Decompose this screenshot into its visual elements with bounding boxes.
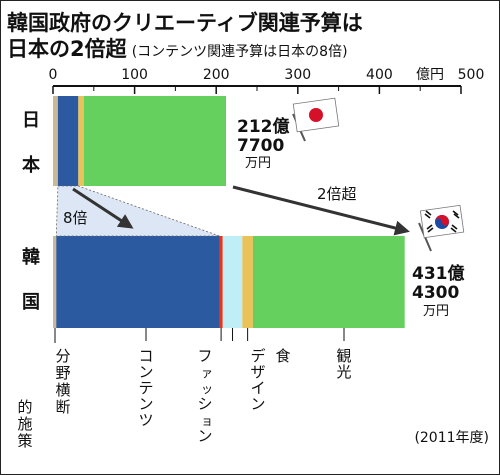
- category-label-char: テ: [138, 379, 153, 397]
- category-label-char: 光: [336, 363, 351, 381]
- category-label-char: 的: [17, 398, 32, 416]
- bar-japan-tourism: [84, 96, 226, 186]
- chart-subtitle: (コンテンツ関連予算は日本の8倍): [132, 44, 348, 60]
- category-label-char: 観: [336, 347, 351, 365]
- chart-title-line2: 日本の2倍超 (コンテンツ関連予算は日本の8倍): [7, 37, 348, 61]
- bars-group: [53, 96, 405, 328]
- category-label-char: ッ: [201, 382, 213, 396]
- x-tick-label-300: 300: [284, 67, 311, 83]
- jp-label-char: 日: [22, 110, 40, 131]
- japan-total: 212億 7700 万円: [237, 116, 290, 171]
- korea-total-line3: 万円: [423, 304, 449, 319]
- japan-total-line2: 7700: [237, 136, 284, 156]
- korea-total: 431億 4300 万円: [412, 263, 465, 319]
- japan-label: 日本: [22, 110, 40, 176]
- category-label-char: ツ: [138, 411, 153, 429]
- category-label-char: ザ: [250, 363, 265, 381]
- axis-unit-label: 億円: [416, 67, 444, 83]
- category-label-char: ン: [138, 363, 153, 381]
- x-tick-label-200: 200: [203, 67, 230, 83]
- bar-japan-food: [78, 96, 85, 186]
- category-label-char: ァ: [201, 366, 213, 380]
- bar-korea-tourism: [252, 236, 405, 328]
- bar-japan-cross-sector: [53, 96, 58, 186]
- japan-flag-icon: [292, 97, 340, 142]
- category-label-char: ン: [250, 395, 265, 413]
- japan-total-line1: 212億: [237, 116, 290, 137]
- bar-korea-fashion: [219, 236, 223, 328]
- chart-title-main: 日本の2倍超: [7, 37, 128, 61]
- category-label-char: 横: [55, 381, 70, 399]
- content-ratio-label: 8倍: [63, 209, 88, 227]
- footnote: (2011年度): [414, 430, 489, 446]
- category-label-char: ョ: [201, 414, 213, 428]
- kr-label-char: 国: [22, 292, 40, 313]
- korea-total-line2: 4300: [412, 283, 459, 303]
- korea-total-line1: 431億: [412, 263, 465, 284]
- chart-title-line1: 韓国政府のクリエーティブ関連予算は: [7, 11, 363, 35]
- category-label-char: シ: [197, 395, 212, 413]
- x-tick-label-400: 400: [366, 67, 393, 83]
- category-label-char: 策: [17, 432, 32, 450]
- bar-korea-contents: [56, 236, 220, 328]
- total-ratio-label: 2倍超: [317, 185, 357, 203]
- jp-label-char: 本: [22, 154, 40, 176]
- x-tick-label-500: 500: [458, 67, 485, 83]
- category-label-char: デ: [250, 347, 265, 365]
- category-label-char: イ: [250, 379, 265, 397]
- content-ratio-arrow: [72, 187, 134, 229]
- category-label-char: 野: [55, 364, 70, 382]
- bar-korea-food: [242, 236, 253, 328]
- category-label-char: ン: [197, 427, 212, 445]
- category-label-char: 食: [275, 347, 290, 365]
- bar-korea-cross-sector: [53, 236, 57, 328]
- bar-korea-design: [222, 236, 243, 328]
- kr-label-char: 韓: [22, 246, 40, 268]
- category-label-char: ン: [138, 395, 153, 413]
- category-label-char: フ: [197, 347, 212, 365]
- korea-label: 韓国: [22, 246, 40, 313]
- zoom-connector: [55, 185, 220, 237]
- x-axis: 0 100 200 300 400 500: [49, 67, 485, 94]
- korea-flag-icon: [418, 204, 465, 252]
- total-ratio-arrow: [232, 185, 410, 236]
- x-tick-label-0: 0: [49, 67, 58, 83]
- category-label-char: コ: [138, 347, 153, 365]
- category-label-char: 分: [55, 347, 70, 365]
- bar-japan-contents: [57, 96, 79, 186]
- japan-total-line3: 万円: [245, 156, 271, 171]
- category-label-char: 施: [17, 415, 32, 433]
- x-tick-label-100: 100: [121, 67, 148, 83]
- category-label-char: 断: [55, 398, 70, 416]
